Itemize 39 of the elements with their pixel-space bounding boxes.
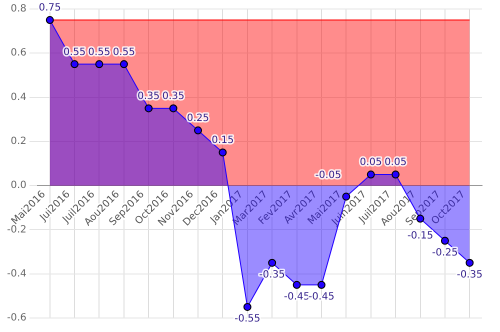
y-tick-label: 0.8: [10, 4, 27, 15]
point: [95, 60, 104, 68]
y-tick-label: 0.4: [10, 92, 27, 103]
data-label: 0.25: [186, 112, 210, 124]
point: [70, 60, 79, 68]
y-tick-label: -0.2: [6, 224, 27, 236]
data-label: -0.35: [456, 269, 483, 280]
point: [268, 258, 276, 267]
data-label: -0.15: [407, 230, 434, 242]
data-label: 0.15: [212, 135, 234, 146]
point: [440, 236, 449, 245]
data-label: 0.35: [162, 90, 184, 102]
data-label: 0.05: [384, 157, 407, 168]
point: [46, 16, 54, 24]
data-label: -0.45: [284, 291, 310, 302]
point: [144, 104, 153, 112]
point: [169, 104, 178, 112]
point: [218, 148, 227, 156]
y-tick-label: 0.0: [10, 180, 27, 192]
y-tick-label: 0.2: [10, 136, 27, 148]
y-tick-label: -0.6: [6, 312, 27, 324]
y-tick-label: 0.6: [10, 48, 27, 59]
point: [120, 60, 128, 68]
point: [243, 302, 252, 311]
data-label: 0.55: [112, 46, 136, 58]
point: [466, 258, 474, 267]
data-label: 0.05: [360, 157, 382, 168]
data-label: 0.55: [88, 46, 110, 58]
point: [366, 170, 375, 179]
y-tick-label: -0.4: [6, 268, 27, 280]
data-label: -0.05: [315, 170, 342, 182]
data-label: -0.25: [432, 247, 458, 258]
point: [194, 126, 202, 134]
data-label: 0.75: [38, 2, 61, 14]
point: [292, 280, 301, 289]
data-label: -0.55: [234, 314, 260, 325]
point: [317, 280, 326, 289]
point: [392, 170, 400, 179]
data-label: -0.45: [308, 291, 334, 302]
